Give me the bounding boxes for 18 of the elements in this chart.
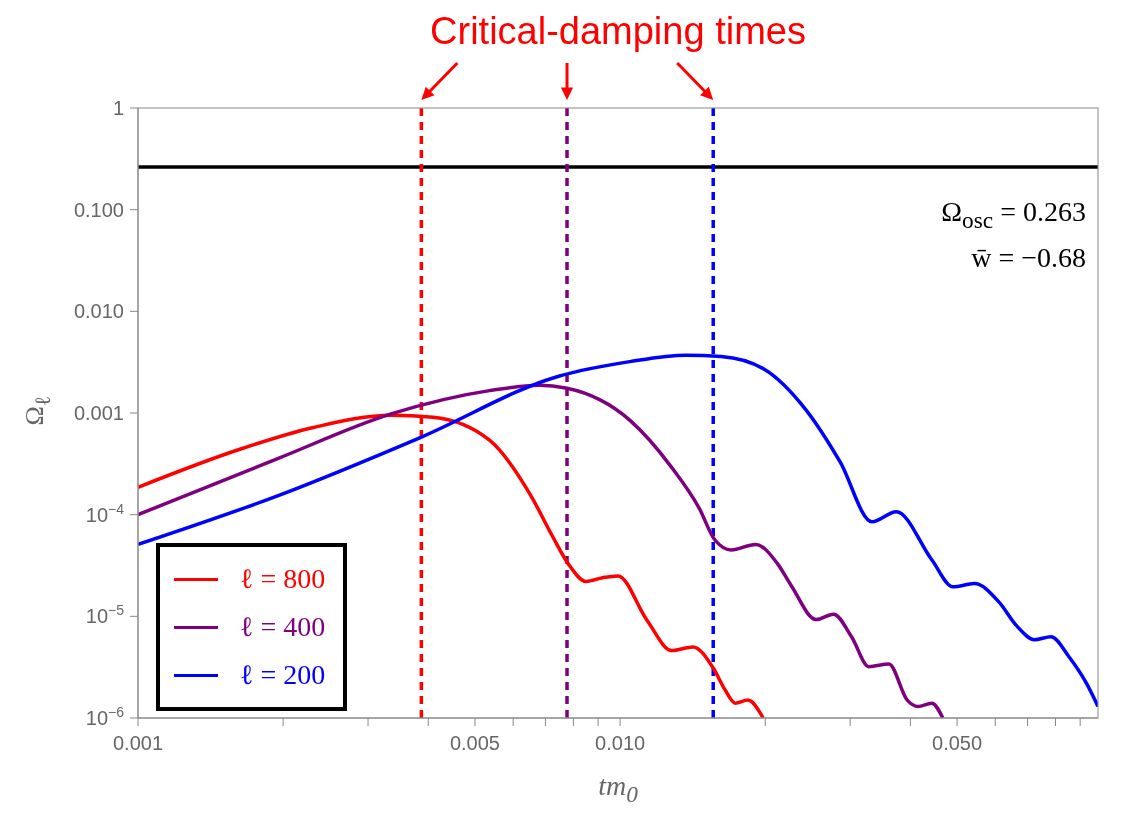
x-tick-label: 0.001 <box>112 732 164 754</box>
annotation: Ω$_{osc}$ = 0.263 <box>941 195 1086 235</box>
y-tick-label: 10$^{−4}$ <box>85 500 125 526</box>
legend-label: ℓ = 200 <box>240 659 326 691</box>
y-tick-label: 10$^{−5}$ <box>85 602 125 628</box>
x-tick-label: 0.010 <box>595 732 646 754</box>
chart-title: Critical-damping times <box>429 10 807 53</box>
y-tick-label: 0.010 <box>73 300 124 323</box>
y-tick-label: 0.100 <box>73 198 124 221</box>
y-tick-label: 1 <box>112 97 124 119</box>
annotation: w̄ = −0.68 <box>970 240 1086 275</box>
y-tick-label: 10$^{−6}$ <box>85 704 125 729</box>
y-tick-label: 0.001 <box>73 402 124 424</box>
legend-label: ℓ = 400 <box>240 611 326 643</box>
x-axis-title: tm$_{0}$ <box>597 770 639 808</box>
x-tick-label: 0.050 <box>932 732 983 754</box>
legend-label: ℓ = 800 <box>240 563 326 595</box>
x-tick-label: 0.005 <box>449 732 501 754</box>
